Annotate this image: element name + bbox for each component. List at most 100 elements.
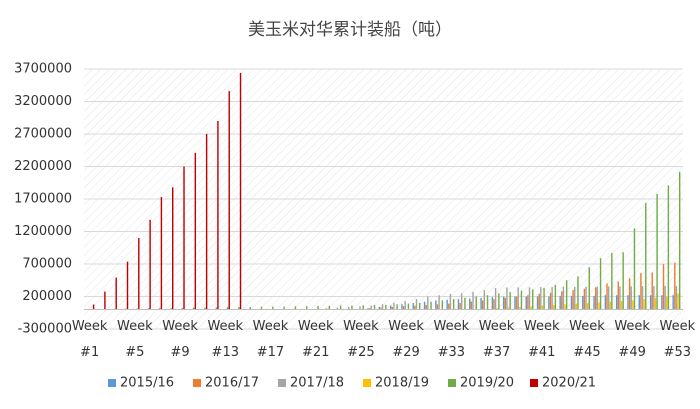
- bar: [615, 295, 618, 310]
- bar: [396, 304, 398, 310]
- bar: [649, 295, 652, 310]
- bar: [391, 306, 393, 310]
- bar: [359, 306, 361, 310]
- bar: [159, 308, 161, 310]
- x-tick-label: Week #49: [614, 319, 650, 360]
- bar: [509, 291, 511, 310]
- bar: [628, 278, 631, 310]
- bar: [181, 307, 184, 310]
- bar: [215, 307, 218, 310]
- bar: [598, 302, 600, 310]
- bar: [574, 286, 576, 310]
- bar: [548, 296, 550, 310]
- bar: [653, 286, 655, 310]
- bar: [530, 306, 532, 310]
- bar: [427, 296, 429, 310]
- bar: [104, 291, 106, 310]
- bar: [559, 295, 561, 310]
- bar: [491, 297, 494, 310]
- x-tick-label: Week #33: [433, 319, 470, 360]
- bar: [527, 295, 529, 310]
- bar: [678, 171, 681, 310]
- bar: [532, 289, 534, 310]
- bar: [368, 308, 371, 310]
- bar: [347, 306, 350, 310]
- bar: [272, 306, 274, 310]
- bar: [435, 300, 437, 310]
- bar: [596, 286, 599, 310]
- bar: [446, 299, 448, 310]
- bar: [654, 297, 657, 310]
- bar: [585, 286, 587, 310]
- bar: [662, 264, 665, 310]
- y-tick-label: 1200000: [14, 224, 72, 239]
- bar: [536, 296, 539, 310]
- bar: [362, 305, 364, 310]
- bar: [480, 297, 482, 310]
- bar: [630, 286, 632, 310]
- legend-label: 2019/20: [460, 376, 514, 391]
- bar: [317, 305, 319, 310]
- bar: [498, 293, 500, 310]
- bar: [562, 286, 565, 310]
- bar: [194, 152, 197, 310]
- x-tick-label: Week #21: [297, 319, 334, 360]
- bar: [643, 299, 645, 310]
- x-tick-label: Week #45: [569, 319, 605, 360]
- bar: [415, 299, 418, 310]
- bar: [517, 287, 519, 310]
- bar: [204, 307, 206, 310]
- bar: [672, 295, 674, 310]
- bar: [619, 286, 621, 310]
- bar: [389, 305, 392, 310]
- bar: [540, 287, 542, 310]
- bar: [627, 295, 629, 310]
- bar: [620, 301, 623, 310]
- bar: [583, 288, 586, 310]
- bar: [115, 277, 117, 310]
- bar: [633, 228, 636, 310]
- bar: [378, 306, 381, 310]
- bar: [393, 303, 395, 310]
- bar: [126, 261, 129, 310]
- bar: [677, 293, 679, 310]
- bar: [538, 293, 540, 310]
- bar: [147, 308, 150, 310]
- bar: [351, 305, 353, 310]
- bar: [475, 296, 477, 310]
- bar: [493, 299, 495, 310]
- bar: [459, 303, 461, 310]
- bar: [402, 306, 405, 310]
- bar: [645, 202, 647, 310]
- bar: [367, 308, 369, 310]
- bar: [425, 304, 427, 310]
- bar: [486, 295, 489, 310]
- bar: [192, 307, 195, 310]
- bar: [226, 307, 229, 310]
- bar: [401, 304, 403, 310]
- legend-swatch: [448, 379, 456, 387]
- bar: [641, 286, 644, 310]
- legend-swatch: [530, 379, 538, 387]
- bar: [404, 301, 406, 310]
- y-tick-label: 2200000: [14, 159, 72, 174]
- bar: [638, 295, 641, 310]
- bar: [606, 283, 608, 310]
- bar: [572, 290, 574, 310]
- legend-label: 2020/21: [542, 376, 596, 391]
- bar: [554, 284, 557, 310]
- bar: [385, 304, 387, 310]
- bar: [561, 291, 563, 310]
- bar: [183, 166, 185, 310]
- bar: [436, 304, 439, 310]
- bar: [149, 219, 151, 310]
- bar: [380, 307, 382, 310]
- bar: [611, 252, 613, 310]
- bar: [599, 258, 602, 310]
- bar: [622, 252, 624, 310]
- bar: [667, 185, 670, 310]
- bar: [438, 295, 440, 310]
- bar: [249, 306, 251, 310]
